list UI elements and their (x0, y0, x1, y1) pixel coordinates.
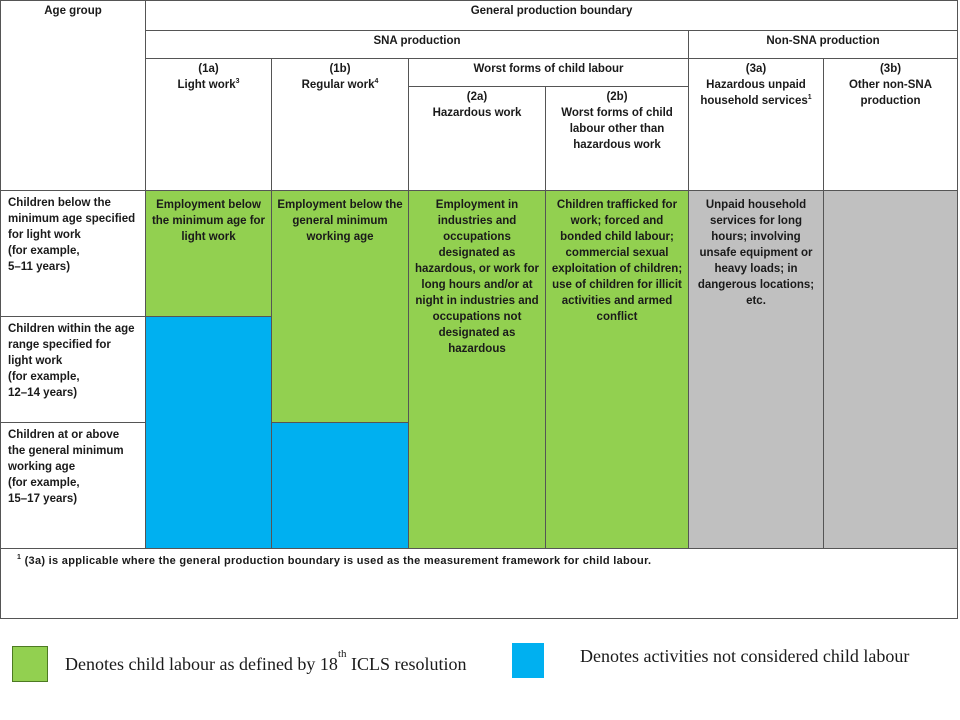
general-production-boundary-header: General production boundary (144, 0, 959, 31)
col-3a-header: (3a) Hazardous unpaid household services… (688, 58, 824, 191)
cell-3a-household: Unpaid household services for long hours… (688, 190, 824, 549)
cell-1b-below-general: Employment below the general minimum wor… (271, 190, 409, 423)
sna-production-header: SNA production (145, 30, 689, 59)
cell-3b-other (822, 190, 959, 549)
child-labour-framework-table: Age group General production boundary SN… (0, 0, 959, 619)
table-footnote: 1 (3a) is applicable where the general p… (0, 548, 959, 619)
worst-forms-header: Worst forms of child labour (408, 58, 689, 87)
legend-text-not-child-labour: Denotes activities not considered child … (580, 646, 910, 666)
legend-swatch-child-labour (12, 646, 48, 682)
col-1a-header: (1a) Light work3 (145, 58, 272, 191)
col-3b-header: (3b) Other non-SNA production (822, 58, 959, 191)
col-2b-header: (2b) Worst forms of child labour other t… (545, 86, 689, 191)
cell-2b-worst-forms: Children trafficked for work; forced and… (545, 190, 689, 549)
cell-1b-not-child-labour (271, 422, 409, 549)
age-row-light-work-range: Children within the age range specified … (0, 316, 146, 423)
age-row-below-min: Children below the minimum age specified… (0, 190, 146, 317)
cell-1a-below-min: Employment below the minimum age for lig… (145, 190, 272, 317)
legend-swatch-not-child-labour (512, 643, 544, 678)
col-1b-header: (1b) Regular work4 (271, 58, 409, 191)
legend-text-child-labour: Denotes child labour as defined by 18th … (65, 648, 467, 674)
cell-1a-not-child-labour (145, 316, 272, 549)
age-group-header: Age group (0, 0, 146, 191)
age-row-above-min: Children at or above the general minimum… (0, 422, 146, 549)
col-2a-header: (2a) Hazardous work (408, 86, 546, 191)
cell-2a-hazardous: Employment in industries and occupations… (408, 190, 546, 549)
non-sna-production-header: Non-SNA production (687, 30, 959, 59)
